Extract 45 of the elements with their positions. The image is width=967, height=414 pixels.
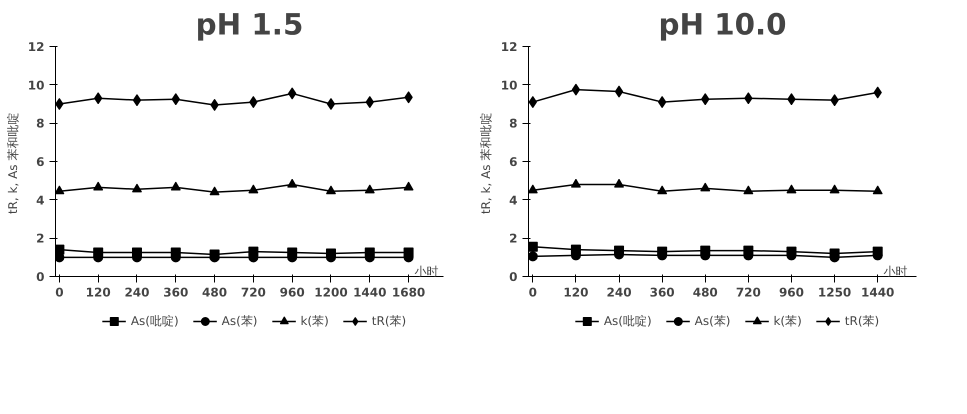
y-tick-label: 6 [509,155,518,169]
x-tick-label: 1680 [392,286,426,300]
x-tick-label: 1440 [353,286,386,300]
x-tick-label: 120 [86,286,111,300]
x-tick-label: 1440 [861,286,894,300]
y-tick-label: 8 [509,116,518,131]
legend-label: tR(苯) [844,312,880,330]
legend-label: k(苯) [773,312,802,330]
x-tick-label: 960 [280,286,305,300]
y-tick-label: 2 [36,232,45,246]
y-tick-label: 4 [509,193,518,208]
x-tick-label: 240 [124,286,150,300]
y-tick-label: 0 [36,270,45,284]
x-tick-label: 240 [606,286,632,300]
y-axis-title: tR, k, As 苯和吡啶 [6,112,20,214]
y-axis-title: tR, k, As 苯和吡啶 [478,112,493,214]
x-tick-label: 480 [202,286,228,300]
x-tick-label: 720 [240,286,266,300]
legend-label: As(苯) [694,312,730,330]
y-tick-label: 12 [500,40,518,54]
legend-label: As(苯) [222,312,258,330]
x-tick-label: 360 [650,286,675,300]
y-tick-label: 2 [509,232,518,246]
x-tick-label: 360 [163,286,188,300]
x-tick-label: 1200 [314,286,348,300]
y-tick-label: 8 [36,116,45,131]
y-tick-label: 10 [28,78,45,92]
legend-label: tR(苯) [372,312,406,330]
x-tick-label: 960 [778,286,804,300]
chart-title: pH 1.5 [196,8,304,42]
y-tick-label: 6 [36,155,45,169]
legend-label: As(吡啶) [130,312,179,330]
x-tick-label: 720 [736,286,761,300]
y-tick-label: 4 [36,193,45,208]
x-tick-label: 0 [55,286,64,300]
chart-title: pH 10.0 [658,8,787,42]
y-tick-label: 0 [509,270,518,284]
legend-label: As(吡啶) [604,312,652,330]
x-tick-label: 120 [563,286,588,300]
x-tick-label: 1250 [818,286,852,300]
x-tick-label: 480 [692,286,718,300]
y-tick-label: 10 [500,78,518,92]
legend-label: k(苯) [300,312,329,330]
y-tick-label: 12 [28,40,45,54]
x-tick-label: 0 [528,286,537,300]
